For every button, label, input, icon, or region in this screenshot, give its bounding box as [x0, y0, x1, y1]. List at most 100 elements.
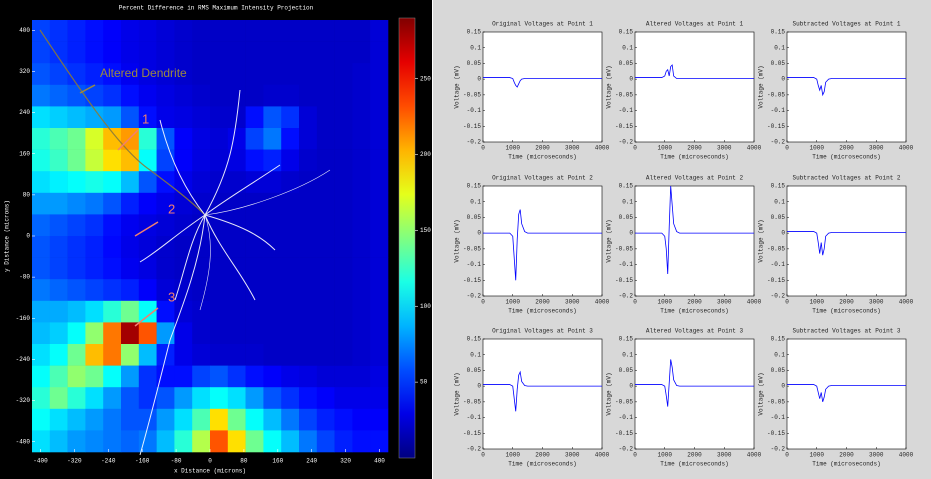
heat-cell: [210, 387, 229, 410]
y-tick-label: 0.05: [771, 214, 786, 221]
heat-cell: [299, 387, 318, 410]
heat-cell: [85, 214, 104, 237]
heat-cell: [174, 128, 193, 150]
y-tick-label: -400: [16, 438, 31, 445]
heat-cell: [352, 257, 371, 280]
x-axis-label: Time (microseconds): [508, 308, 576, 315]
heat-cell: [174, 214, 193, 237]
heat-cell: [245, 408, 264, 431]
heat-cell: [192, 387, 211, 410]
heat-cell: [32, 279, 51, 302]
heat-cell: [370, 128, 389, 150]
x-tick-label: 1000: [658, 299, 673, 306]
heat-cell: [121, 344, 140, 366]
heat-cell: [263, 41, 282, 64]
heat-cell: [174, 20, 193, 42]
heat-cell: [67, 279, 86, 302]
y-tick-label: 0.1: [622, 198, 633, 205]
y-tick-label: -0.05: [767, 91, 785, 98]
heat-cell: [138, 300, 157, 323]
heat-cell: [156, 279, 175, 302]
y-tick-label: 0.1: [470, 351, 481, 358]
heat-cell: [263, 149, 282, 172]
heat-cell: [85, 408, 104, 431]
colorbar-tick-label: 100: [420, 303, 431, 310]
heat-cell: [67, 236, 86, 258]
heat-cell: [103, 408, 122, 431]
heat-cell: [103, 20, 122, 42]
y-tick-label: 0: [781, 230, 785, 237]
x-tick-label: 3000: [869, 452, 884, 459]
heat-cell: [334, 236, 353, 258]
heat-cell: [299, 344, 318, 366]
heat-cell: [281, 128, 300, 150]
heat-cell: [299, 279, 318, 302]
heat-cell: [316, 41, 335, 64]
x-tick-label: -160: [135, 458, 150, 465]
heat-cell: [192, 192, 211, 215]
heat-cell: [138, 63, 157, 86]
plot-area: [634, 338, 755, 450]
heat-cell: [370, 344, 389, 366]
x-axis-label: Time (microseconds): [812, 461, 880, 468]
heat-cell: [299, 236, 318, 258]
x-axis-label: Time (microseconds): [812, 308, 880, 315]
heat-cell: [103, 41, 122, 64]
y-tick-label: -0.1: [771, 107, 786, 114]
heat-cell: [316, 387, 335, 410]
heat-cell: [174, 192, 193, 215]
heat-cell: [263, 365, 282, 388]
y-tick-label: -0.05: [463, 398, 481, 405]
heat-cell: [85, 149, 104, 172]
annotation: Altered Dendrite: [100, 66, 187, 80]
heat-cell: [103, 192, 122, 215]
heat-cell: [370, 408, 389, 431]
heat-cell: [352, 41, 371, 64]
heat-cell: [210, 344, 229, 366]
arrow: [134, 307, 159, 327]
y-axis-label: Voltage (mV): [758, 65, 765, 108]
line-chart: Altered Voltages at Point 1 Time (microse…: [606, 21, 762, 161]
x-tick-label: 3000: [717, 299, 732, 306]
y-tick-label: 0.1: [774, 44, 785, 51]
heat-cell: [85, 279, 104, 302]
heat-cell: [245, 214, 264, 237]
x-tick-label: 3000: [565, 145, 580, 152]
heat-cell: [299, 84, 318, 107]
heat-cell: [103, 257, 122, 280]
heat-cell: [192, 257, 211, 280]
heat-cell: [156, 63, 175, 86]
heat-cell: [32, 236, 51, 258]
y-tick-label: 320: [19, 68, 30, 75]
heat-cell: [85, 365, 104, 388]
heat-cell: [67, 214, 86, 237]
y-tick-label: -240: [16, 356, 31, 363]
y-tick-label: -0.05: [615, 398, 633, 405]
heat-cell: [121, 84, 140, 107]
heat-cell: [334, 149, 353, 172]
heat-cell: [192, 430, 211, 453]
heat-cell: [227, 365, 246, 388]
heat-cell: [227, 408, 246, 431]
heat-cell: [227, 279, 246, 302]
chart-title: Altered Voltages at Point 1: [646, 21, 744, 28]
y-tick-label: 0.15: [467, 183, 482, 190]
heat-cell: [103, 365, 122, 388]
x-tick-label: 160: [272, 458, 283, 465]
heat-cell: [67, 300, 86, 323]
heat-cell: [192, 171, 211, 194]
voltage-line: [787, 384, 906, 402]
heat-cell: [67, 257, 86, 280]
y-tick-label: 0.05: [467, 214, 482, 221]
heat-cell: [103, 84, 122, 107]
heat-cell: [370, 106, 389, 129]
heat-cell: [334, 20, 353, 42]
x-tick-label: 2000: [839, 452, 854, 459]
x-tick-label: 2000: [687, 452, 702, 459]
y-tick-label: 0.15: [467, 336, 482, 343]
heat-cell: [334, 257, 353, 280]
voltage-line: [635, 185, 754, 275]
heat-cell: [85, 63, 104, 86]
heat-cell: [370, 63, 389, 86]
y-tick-label: -0.05: [615, 245, 633, 252]
